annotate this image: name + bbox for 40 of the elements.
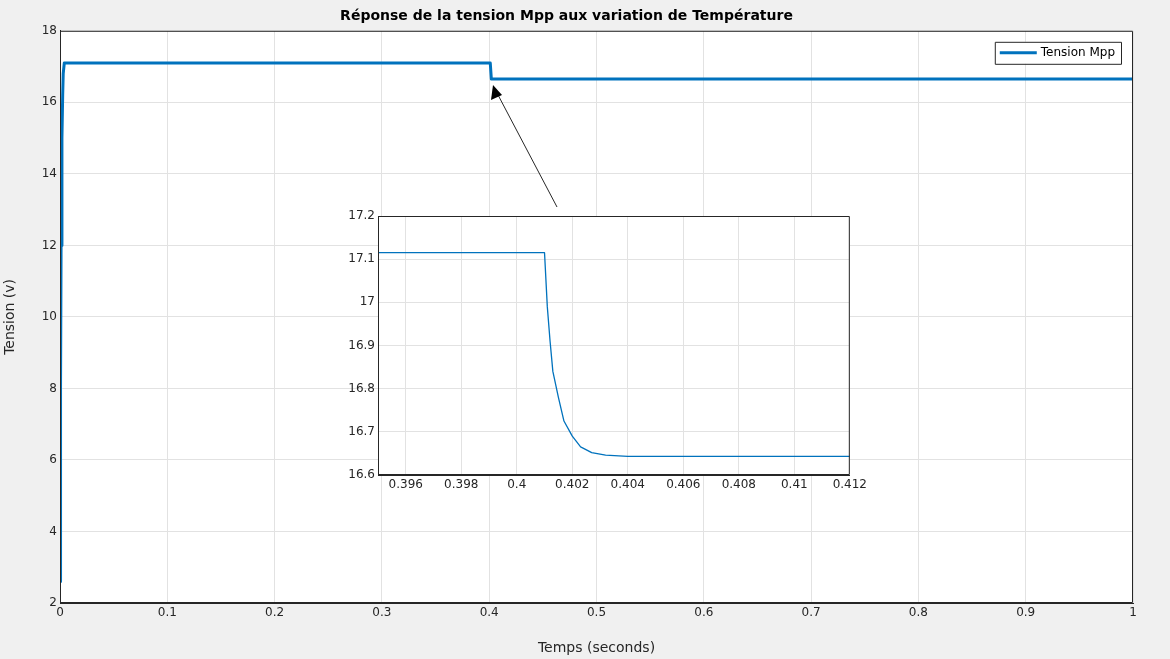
y-tick-label: 14 bbox=[41, 165, 57, 180]
y-tick-label: 8 bbox=[49, 380, 57, 395]
legend-label: Tension Mpp bbox=[1039, 44, 1115, 59]
x-tick-label: 0.402 bbox=[555, 477, 590, 492]
x-tick-label: 0.412 bbox=[832, 477, 867, 492]
x-tick-label: 1 bbox=[1129, 605, 1137, 620]
x-tick-label: 0.404 bbox=[610, 477, 645, 492]
y-tick-label: 17 bbox=[359, 294, 375, 309]
y-tick-label: 18 bbox=[41, 22, 57, 37]
y-tick-label: 4 bbox=[49, 523, 57, 538]
x-tick-label: 0.5 bbox=[586, 605, 607, 620]
x-tick-label: 0.6 bbox=[694, 605, 714, 620]
x-tick-label: 0.4 bbox=[507, 477, 527, 492]
x-tick-label: 0.41 bbox=[780, 477, 808, 492]
x-tick-label: 0.2 bbox=[265, 605, 285, 620]
y-tick-label: 16.7 bbox=[348, 423, 375, 438]
x-tick-label: 0.8 bbox=[908, 605, 928, 620]
x-tick-label: 0 bbox=[56, 605, 64, 620]
x-tick-label: 0.4 bbox=[479, 605, 499, 620]
x-tick-label: 0.7 bbox=[801, 605, 821, 620]
x-tick-label: 0.406 bbox=[666, 477, 701, 492]
y-tick-label: 17.2 bbox=[348, 208, 375, 223]
x-tick-label: 0.1 bbox=[157, 605, 177, 620]
y-tick-label: 16.8 bbox=[348, 380, 375, 395]
x-tick-label: 0.398 bbox=[444, 477, 479, 492]
y-tick-label: 2 bbox=[49, 595, 57, 610]
x-tick-label: 0.9 bbox=[1016, 605, 1036, 620]
y-tick-label: 16 bbox=[41, 94, 57, 109]
y-tick-label: 17.1 bbox=[348, 251, 375, 266]
y-tick-label: 16.9 bbox=[348, 337, 375, 352]
y-tick-label: 10 bbox=[41, 309, 57, 324]
x-tick-label: 0.3 bbox=[372, 605, 392, 620]
y-tick-label: 16.6 bbox=[348, 467, 375, 482]
y-tick-label: 6 bbox=[49, 452, 57, 467]
chart-title: Réponse de la tension Mpp aux variation de Température bbox=[340, 7, 793, 24]
y-tick-label: 12 bbox=[41, 237, 57, 252]
y-axis-title: Tension (v) bbox=[1, 278, 18, 356]
x-axis-title: Temps (seconds) bbox=[536, 639, 656, 656]
x-tick-label: 0.408 bbox=[721, 477, 756, 492]
x-tick-label: 0.396 bbox=[388, 477, 423, 492]
